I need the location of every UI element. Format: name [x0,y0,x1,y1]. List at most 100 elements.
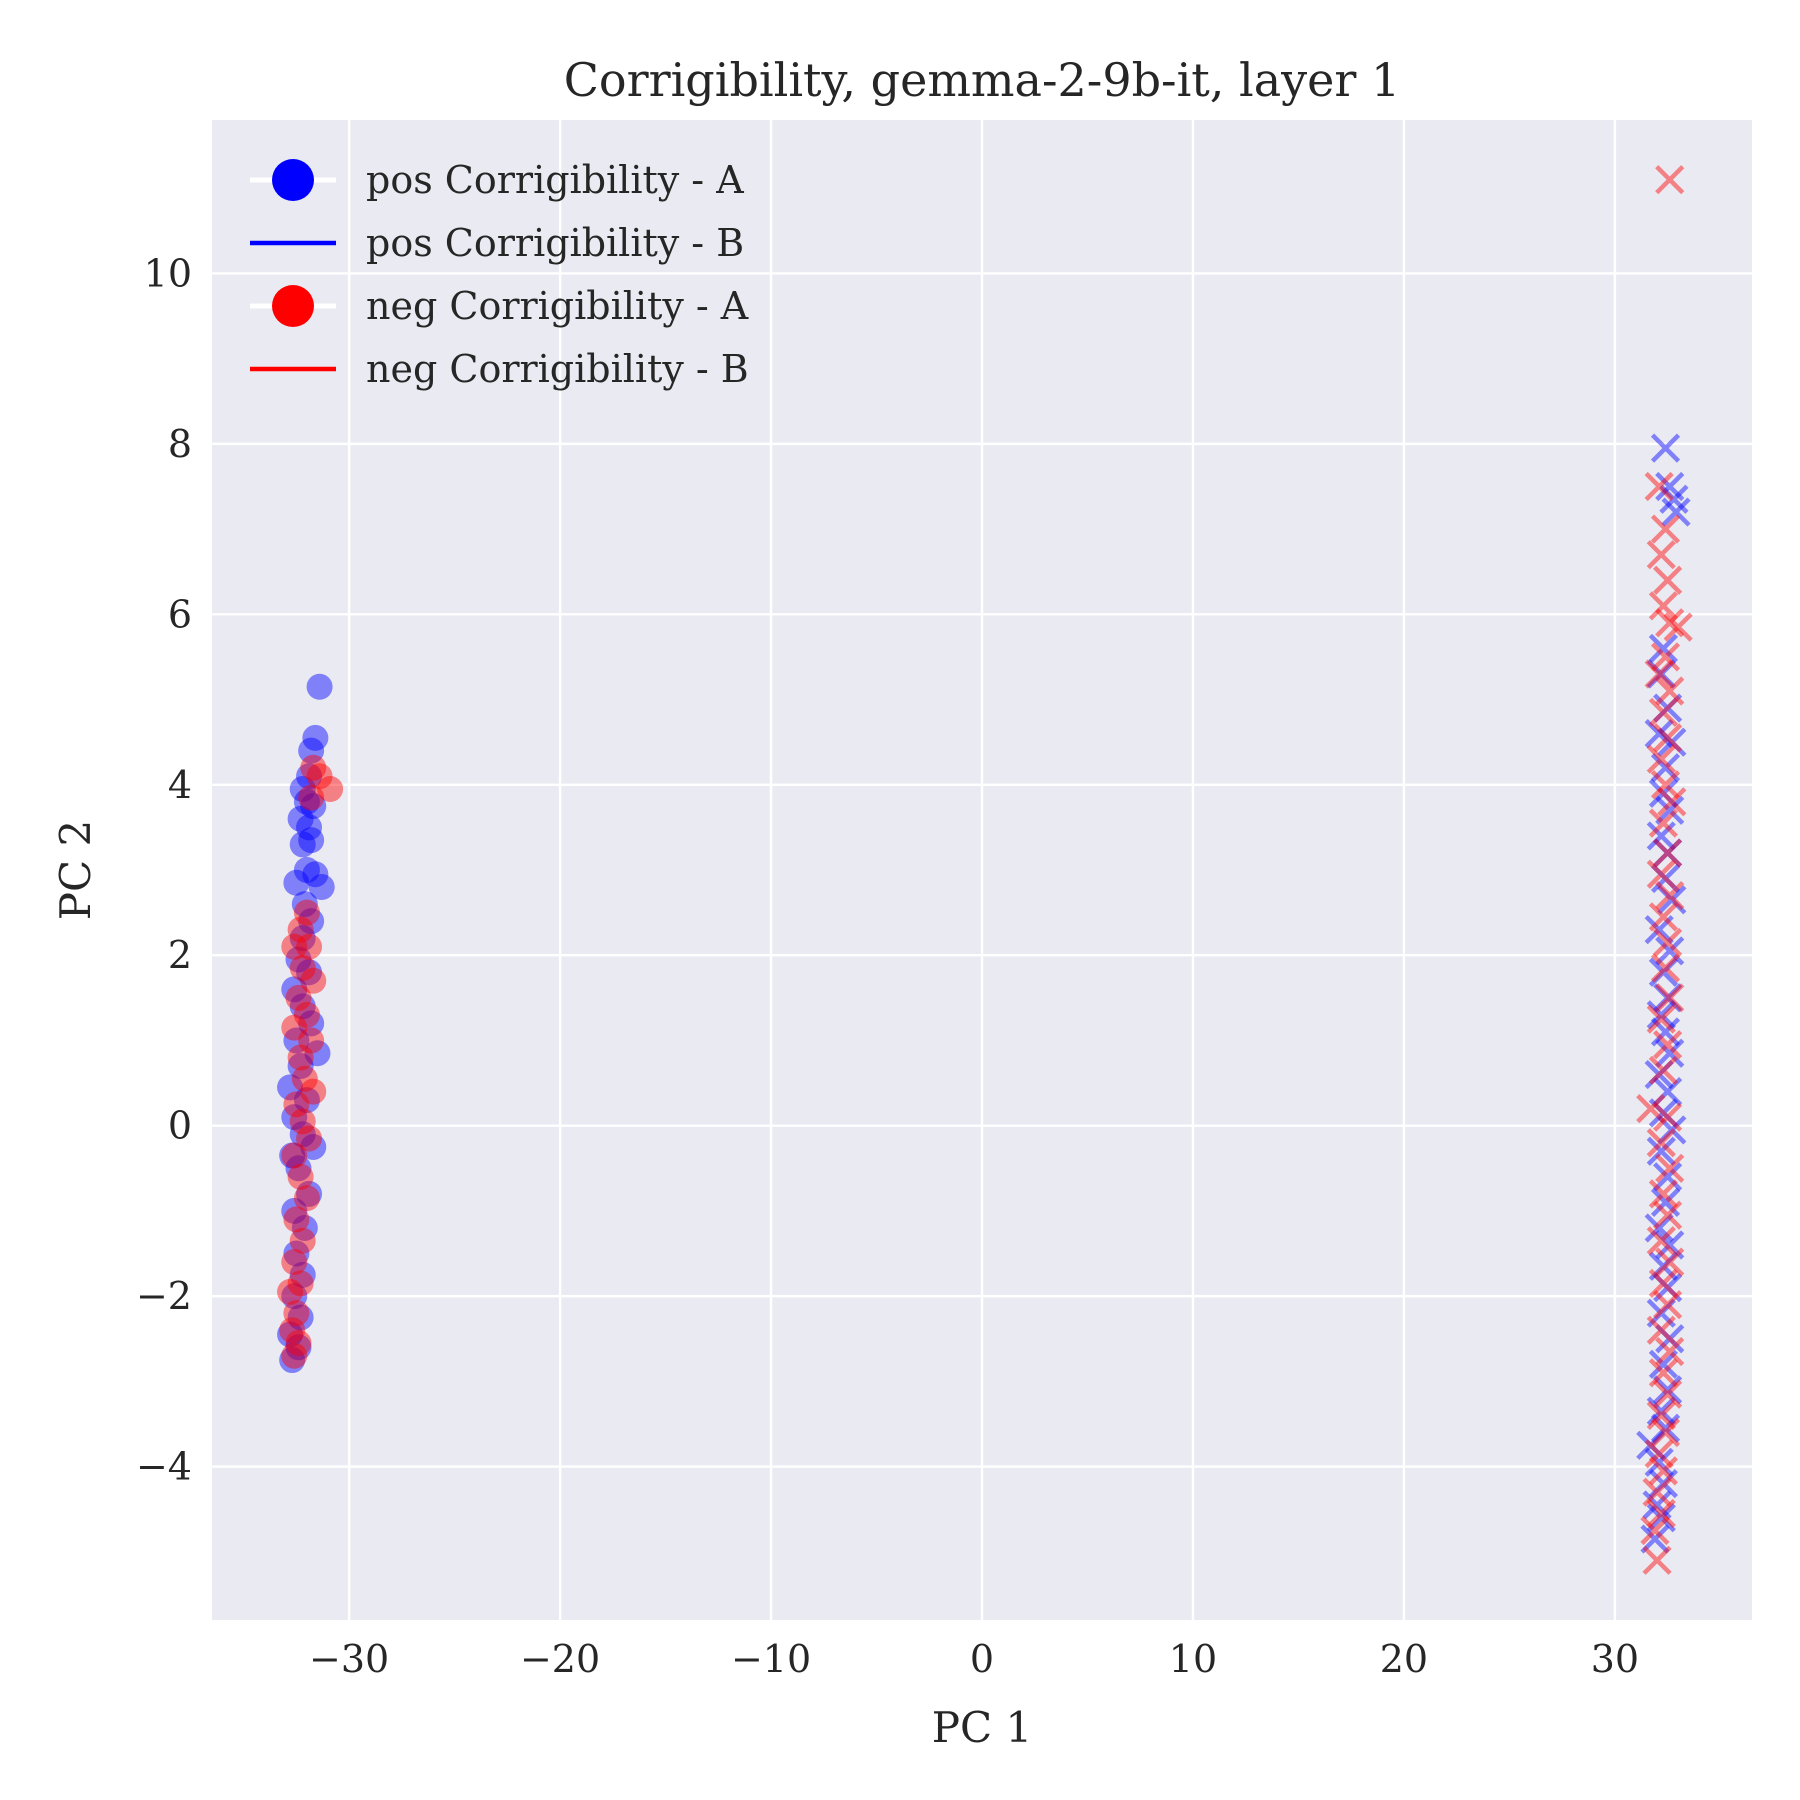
data-point [1648,1358,1678,1388]
data-point [293,1185,320,1212]
data-point [289,955,316,982]
data-point [1655,1324,1685,1354]
data-point [1655,676,1685,706]
data-point [1650,514,1681,544]
data-point [1653,1102,1683,1132]
data-point [289,776,316,803]
data-point [277,1321,304,1348]
data-point [1636,1094,1666,1124]
data-marks [277,165,1693,1575]
data-point [1644,659,1674,689]
x-tick-label: −20 [520,1637,600,1681]
data-point [1648,633,1678,663]
x-tick-labels: −30 −20 −10 0 10 20 30 [309,1637,1639,1681]
data-point [1653,565,1683,595]
data-point [1646,1004,1676,1034]
data-point [1646,1315,1676,1345]
data-point [300,1078,327,1105]
y-tick-label: 0 [168,1104,192,1148]
data-point [1648,778,1678,808]
data-point [1653,927,1683,958]
legend-label: pos Corrigibility - B [366,221,744,265]
x-tick-label: −10 [731,1637,811,1681]
data-point [1648,1349,1678,1379]
data-point [279,1142,306,1169]
data-point [287,1163,314,1190]
data-point [289,925,316,952]
data-point [293,899,320,926]
data-point [1663,612,1693,642]
data-point [1653,1076,1683,1107]
data-point [298,737,325,764]
data-point [287,1270,314,1297]
y-axis-label: PC 2 [51,820,100,920]
data-point [281,1249,308,1276]
data-point [1657,727,1687,757]
y-tick-label: −2 [136,1274,192,1318]
data-point [304,1040,331,1067]
series-1 [1636,433,1691,1554]
data-point [1642,1490,1672,1520]
y-tick-label: 10 [144,251,192,295]
data-point [1646,1226,1676,1256]
data-point [287,805,314,832]
data-point [1655,1038,1685,1068]
data-point [1648,1179,1678,1209]
data-point [1646,1298,1676,1328]
data-point [285,1155,312,1182]
data-point [1646,1136,1676,1166]
legend: pos Corrigibility - A pos Corrigibility -… [250,158,749,391]
data-point [1636,1430,1666,1460]
data-point [296,1125,323,1152]
data-point [1646,1498,1676,1529]
data-point [291,1065,318,1092]
data-point [285,984,312,1011]
legend-item: neg Corrigibility - B [250,347,749,391]
data-point [281,1104,308,1131]
data-point [289,831,316,858]
data-point [1646,659,1676,689]
data-point [1655,471,1685,502]
data-point [296,763,323,790]
data-point [1650,642,1681,672]
series-3 [1636,165,1693,1575]
data-point [296,814,323,841]
data-point [300,793,327,820]
data-point [279,1347,306,1374]
data-point [293,1001,320,1028]
data-point [1653,723,1683,753]
data-point [1646,859,1676,889]
y-tick-label: 6 [168,592,192,636]
data-point [285,1334,312,1361]
data-point [293,857,320,883]
data-point [306,673,333,700]
data-point [1650,1017,1681,1047]
data-point [285,1330,312,1357]
data-point [308,874,335,901]
x-tick-label: 20 [1380,1637,1428,1681]
data-point [1646,1396,1676,1426]
data-point [296,933,323,960]
data-point [1657,1115,1687,1145]
data-point [296,959,323,986]
legend-label: neg Corrigibility - B [366,347,749,391]
x-tick-label: 10 [1169,1637,1217,1681]
data-point [298,908,325,935]
data-point [1653,1273,1683,1303]
data-point [1653,1290,1683,1320]
legend-label: neg Corrigibility - A [366,284,749,328]
data-point [1648,1251,1678,1281]
legend-item: neg Corrigibility - A [250,284,749,328]
data-point [293,788,320,815]
data-point [281,933,308,960]
data-point [1655,795,1685,825]
data-point [1642,1477,1672,1507]
data-point [283,1027,310,1054]
legend-item: pos Corrigibility - A [250,158,744,202]
data-point [1650,1417,1681,1448]
data-point [287,1044,314,1071]
legend-marker [272,285,314,327]
data-point [1655,1336,1685,1367]
data-point [1653,1162,1683,1192]
data-point [285,946,312,973]
